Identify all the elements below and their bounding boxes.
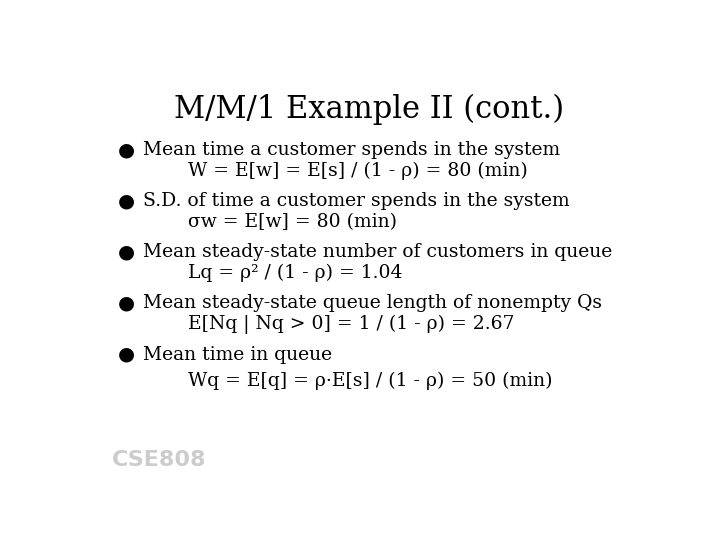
Text: Mean time in queue: Mean time in queue <box>143 346 332 363</box>
Text: ●: ● <box>118 192 135 210</box>
Text: M/M/1 Example II (cont.): M/M/1 Example II (cont.) <box>174 94 564 125</box>
Text: Mean steady-state queue length of nonempty Qs: Mean steady-state queue length of nonemp… <box>143 294 602 313</box>
Text: ●: ● <box>118 244 135 261</box>
Text: Wq = E[q] = ρ·E[s] / (1 - ρ) = 50 (min): Wq = E[q] = ρ·E[s] / (1 - ρ) = 50 (min) <box>188 372 552 390</box>
Text: W = E[w] = E[s] / (1 - ρ) = 80 (min): W = E[w] = E[s] / (1 - ρ) = 80 (min) <box>188 161 527 180</box>
Text: S.D. of time a customer spends in the system: S.D. of time a customer spends in the sy… <box>143 192 570 210</box>
Text: Mean steady-state number of customers in queue: Mean steady-state number of customers in… <box>143 244 612 261</box>
Text: ●: ● <box>118 294 135 313</box>
Text: ●: ● <box>118 141 135 159</box>
Text: CSE808: CSE808 <box>112 450 207 470</box>
Text: E[Nq | Nq > 0] = 1 / (1 - ρ) = 2.67: E[Nq | Nq > 0] = 1 / (1 - ρ) = 2.67 <box>188 315 514 334</box>
Text: Mean time a customer spends in the system: Mean time a customer spends in the syste… <box>143 141 560 159</box>
Text: ●: ● <box>118 346 135 363</box>
Text: σw = E[w] = 80 (min): σw = E[w] = 80 (min) <box>188 213 397 231</box>
Text: Lq = ρ² / (1 - ρ) = 1.04: Lq = ρ² / (1 - ρ) = 1.04 <box>188 264 402 282</box>
